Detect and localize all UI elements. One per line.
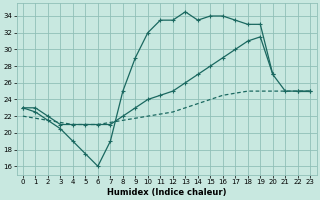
X-axis label: Humidex (Indice chaleur): Humidex (Indice chaleur) bbox=[107, 188, 226, 197]
